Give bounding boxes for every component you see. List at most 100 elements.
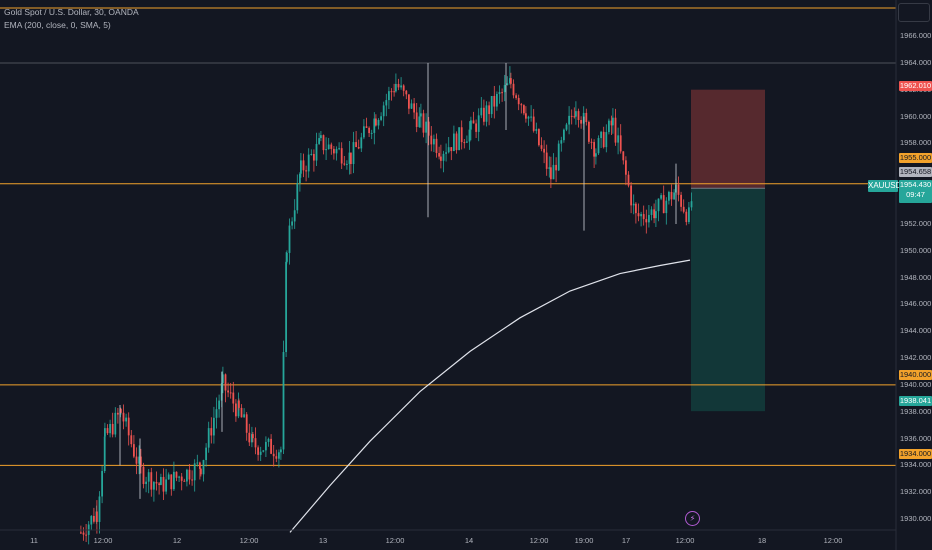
candle-body (577, 111, 580, 121)
candle-body (648, 214, 650, 223)
candle-body (557, 143, 560, 171)
candle-body (175, 471, 178, 478)
candle-body (488, 105, 490, 115)
candle-body (240, 407, 243, 418)
candle-body (602, 131, 605, 148)
candle-body (568, 115, 570, 125)
candle-body (335, 148, 338, 154)
candle-body (509, 78, 511, 84)
time-tick-label: 11 (30, 536, 38, 545)
price-tick-label: 1948.000 (900, 272, 932, 282)
candle-body (202, 460, 205, 475)
price-tick-label: 1946.000 (900, 299, 932, 309)
candle-body (605, 132, 608, 148)
candle-body (262, 450, 265, 452)
candle-body (82, 532, 85, 535)
candle-body (93, 515, 95, 522)
candle-body (120, 409, 122, 413)
candle-body (196, 462, 199, 464)
candle-body (532, 116, 535, 131)
candle-body (368, 127, 370, 134)
current-price-value: 1954.430 (899, 180, 932, 189)
candle-body (450, 147, 453, 152)
candle-body (257, 447, 259, 455)
candle-body (130, 435, 133, 445)
candle-body (680, 194, 682, 207)
candle-body (232, 392, 235, 404)
candle-body (570, 115, 573, 117)
candle-body (243, 414, 245, 418)
candle-body (348, 152, 351, 164)
candle-body (670, 191, 673, 200)
candle-body (665, 200, 668, 214)
candle-body (248, 432, 251, 443)
lightning-icon[interactable]: ⚡ (685, 511, 700, 526)
candle-body (668, 191, 670, 201)
candles (80, 63, 693, 545)
price-tick-label: 1940.000 (900, 379, 932, 389)
candle-body (472, 120, 475, 124)
candle-body (370, 132, 373, 134)
candle-body (501, 92, 503, 94)
candle-body (560, 140, 563, 144)
settings-corner-button[interactable] (898, 3, 930, 22)
price-tick-label: 1934.000 (900, 460, 932, 470)
candle-body (280, 449, 282, 453)
candle-body (111, 423, 114, 435)
take-profit-zone[interactable] (691, 188, 765, 412)
candle-body (548, 167, 551, 169)
candle-body (520, 104, 523, 106)
time-tick-label: 12:00 (823, 536, 843, 545)
candle-body (483, 107, 485, 122)
symbol-title: Gold Spot / U.S. Dollar, 30, OANDA (4, 7, 139, 17)
price-tick-label: 1964.000 (900, 58, 932, 67)
candle-body (608, 120, 610, 133)
candle-body (642, 214, 645, 220)
candle-body (625, 160, 627, 175)
candle-body (191, 479, 193, 481)
candle-body (619, 135, 622, 152)
candle-body (254, 438, 257, 448)
candle-body (215, 409, 218, 418)
candle-body (355, 142, 357, 148)
target-price-label: 1938.041 (899, 396, 932, 406)
candle-body (117, 412, 119, 415)
position-zones[interactable] (691, 89, 765, 412)
candle-body (285, 261, 287, 353)
candle-body (330, 144, 333, 149)
candle-body (690, 201, 693, 208)
candle-body (650, 209, 653, 215)
candle-body (493, 95, 496, 107)
candle-body (445, 152, 447, 154)
price-tick-label: 1936.000 (900, 433, 932, 443)
level-1940-label: 1940.000 (899, 370, 932, 380)
stop-loss-zone[interactable] (691, 89, 765, 189)
candle-body (282, 352, 285, 450)
candle-body (545, 152, 548, 169)
candle-body (433, 138, 435, 145)
candle-body (183, 480, 186, 482)
candle-body (470, 120, 472, 130)
time-tick-label: 19:00 (574, 536, 594, 545)
candle-body (229, 392, 232, 394)
candle-body (173, 471, 175, 490)
candle-body (402, 85, 405, 91)
candle-body (265, 441, 267, 451)
candle-body (125, 417, 127, 422)
candle-body (463, 142, 466, 144)
candle-body (523, 105, 525, 114)
candle-body (299, 173, 301, 184)
candle-body (380, 116, 382, 120)
candle-body (278, 452, 280, 459)
candle-body (538, 129, 540, 146)
candle-body (543, 148, 545, 153)
candle-body (122, 412, 125, 422)
candle-body (447, 147, 450, 153)
candle-body (103, 436, 106, 472)
horizontal-levels[interactable] (0, 7, 896, 466)
candle-body (585, 112, 588, 122)
candle-body (352, 142, 355, 165)
candle-body (550, 167, 552, 180)
candle-body (485, 105, 488, 122)
